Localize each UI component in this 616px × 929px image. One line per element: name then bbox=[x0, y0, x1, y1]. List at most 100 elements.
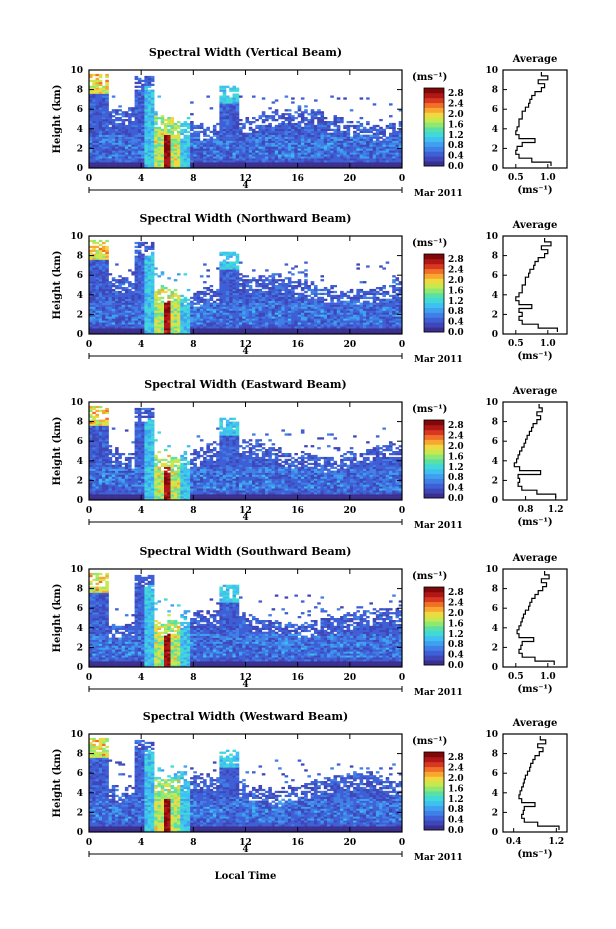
heatmap-cell bbox=[261, 285, 266, 288]
heatmap-cell bbox=[229, 318, 233, 321]
heatmap-cell bbox=[340, 308, 344, 311]
heatmap-cell bbox=[265, 134, 269, 137]
heatmap-cell bbox=[150, 243, 155, 247]
heatmap-cell bbox=[242, 326, 246, 329]
heatmap-cell bbox=[330, 304, 334, 307]
heatmap-cell bbox=[98, 288, 103, 292]
heatmap-cell bbox=[199, 122, 204, 126]
heatmap-cell bbox=[235, 117, 240, 120]
heatmap-cell bbox=[248, 310, 253, 313]
heatmap-cell bbox=[323, 160, 328, 163]
heatmap-cell bbox=[359, 140, 364, 143]
heatmap-cell bbox=[268, 306, 272, 309]
heatmap-cell bbox=[203, 154, 207, 157]
heatmap-cell bbox=[137, 121, 142, 124]
heatmap-cell bbox=[366, 138, 370, 141]
heatmap-cell bbox=[186, 312, 191, 315]
heatmap-cell bbox=[124, 156, 129, 159]
heatmap-cell bbox=[278, 296, 282, 300]
heatmap-cell bbox=[225, 119, 230, 122]
heatmap-cell bbox=[369, 154, 373, 157]
heatmap-cell bbox=[281, 164, 285, 167]
heatmap-cell bbox=[144, 148, 148, 151]
heatmap-cell bbox=[261, 150, 266, 153]
heatmap-cell bbox=[274, 296, 279, 300]
heatmap-cell bbox=[340, 156, 344, 159]
heatmap-cell bbox=[167, 320, 171, 323]
heatmap-cell bbox=[336, 312, 341, 315]
heatmap-cell bbox=[232, 253, 237, 256]
heatmap-cell bbox=[300, 138, 305, 141]
heatmap-cell bbox=[89, 115, 93, 118]
heatmap-cell bbox=[121, 310, 126, 313]
heatmap-cell bbox=[222, 164, 227, 167]
heatmap-cell bbox=[128, 328, 132, 331]
heatmap-cell bbox=[131, 121, 135, 124]
heatmap-cell bbox=[180, 138, 184, 141]
heatmap-cell bbox=[359, 160, 364, 163]
heatmap-cell bbox=[353, 126, 357, 130]
heatmap-cell bbox=[160, 166, 165, 169]
heatmap-cell bbox=[359, 117, 364, 120]
heatmap-cell bbox=[95, 166, 100, 169]
heatmap-cell bbox=[137, 105, 142, 108]
heatmap-cell bbox=[144, 150, 148, 153]
heatmap-cell bbox=[242, 332, 246, 335]
heatmap-cell bbox=[177, 126, 181, 130]
heatmap-cell bbox=[144, 134, 148, 137]
heatmap-cell bbox=[346, 124, 351, 128]
heatmap-cell bbox=[177, 142, 181, 145]
heatmap-cell bbox=[320, 279, 325, 282]
heatmap-cell bbox=[274, 124, 279, 128]
heatmap-cell bbox=[340, 310, 344, 313]
heatmap-cell bbox=[225, 288, 230, 292]
heatmap-cell bbox=[271, 115, 276, 118]
heatmap-cell bbox=[186, 158, 191, 161]
heatmap-cell bbox=[304, 318, 308, 321]
heatmap-cell bbox=[375, 150, 380, 153]
heatmap-cell bbox=[137, 285, 142, 288]
heatmap-cell bbox=[385, 166, 390, 169]
heatmap-cell bbox=[314, 154, 318, 157]
heatmap-cell bbox=[177, 328, 181, 331]
heatmap-cell bbox=[212, 162, 217, 165]
heatmap-cell bbox=[323, 302, 328, 305]
heatmap-cell bbox=[150, 324, 155, 327]
heatmap-cell bbox=[147, 117, 152, 120]
heatmap-cell bbox=[385, 138, 390, 141]
heatmap-cell bbox=[193, 312, 197, 315]
colorbar-segment bbox=[424, 161, 444, 167]
heatmap-cell bbox=[121, 324, 126, 327]
heatmap-cell bbox=[144, 101, 148, 104]
heatmap-cell bbox=[327, 332, 331, 335]
heatmap-cell bbox=[89, 103, 93, 106]
heatmap-cell bbox=[124, 150, 129, 153]
heatmap-cell bbox=[98, 128, 103, 132]
heatmap-cell bbox=[248, 292, 253, 296]
heatmap-cell bbox=[144, 77, 148, 81]
heatmap-cell bbox=[336, 314, 341, 317]
heatmap-cell bbox=[196, 320, 201, 323]
heatmap-cell bbox=[102, 93, 106, 96]
heatmap-cell bbox=[294, 111, 298, 114]
heatmap-cell bbox=[235, 126, 240, 130]
heatmap-cell bbox=[320, 304, 325, 307]
heatmap-cell bbox=[199, 164, 204, 167]
heatmap-cell bbox=[111, 134, 116, 137]
heatmap-cell bbox=[245, 156, 250, 159]
heatmap-cell bbox=[212, 330, 217, 333]
heatmap-cell bbox=[115, 322, 119, 325]
heatmap-cell bbox=[199, 330, 204, 333]
heatmap-cell bbox=[336, 144, 341, 147]
heatmap-cell bbox=[278, 285, 282, 288]
heatmap-cell bbox=[245, 136, 250, 139]
heatmap-cell bbox=[111, 150, 116, 153]
heatmap-cell bbox=[128, 121, 132, 124]
heatmap-cell bbox=[232, 121, 237, 124]
heatmap-cell bbox=[222, 322, 227, 325]
heatmap-cell bbox=[336, 164, 341, 167]
heatmap-cell bbox=[310, 292, 315, 296]
heatmap-cell bbox=[95, 302, 100, 305]
heatmap-cell bbox=[144, 312, 148, 315]
